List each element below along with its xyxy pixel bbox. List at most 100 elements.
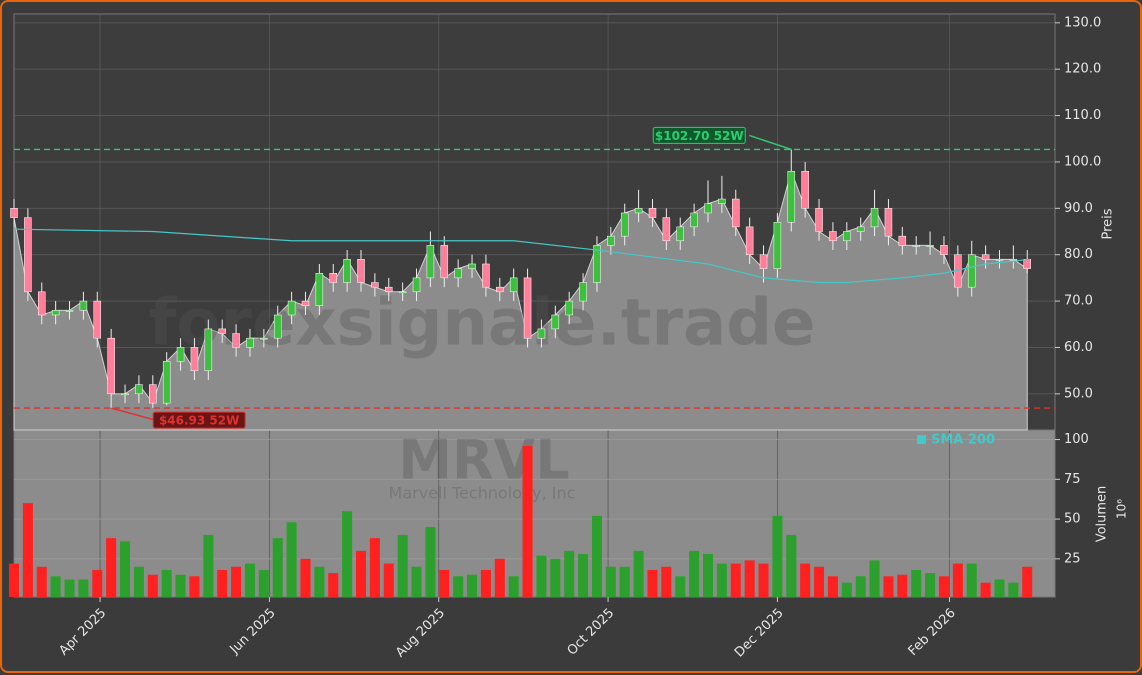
volume-bar [591,515,602,597]
volume-bar [619,566,630,597]
candle-body [815,208,823,232]
volume-bar [605,566,616,597]
x-tick-label: Oct 2025 [565,606,618,659]
candle-body [93,300,102,339]
candle-body [704,203,712,214]
candle-body [357,259,365,283]
volume-bar [78,579,89,597]
sma-line [13,228,1031,284]
candle-body [551,314,560,330]
candle-body [620,212,629,237]
volume-bar [647,569,658,597]
volume-bar [536,555,547,597]
y2-tick-label: 100 [1064,432,1089,447]
y2-tick-label: 75 [1064,472,1081,487]
candle-body [759,254,768,269]
annotation-box [652,126,746,144]
volume-bar [633,550,644,597]
volume-panel [13,429,1056,598]
volume-bar [161,569,172,597]
y-tick-label: 110.0 [1064,108,1101,123]
volume-bar [744,560,755,597]
candle-body [440,245,449,279]
candle-body [468,263,476,269]
volume-bar [467,574,478,597]
volume-bar [911,569,922,597]
x-tick-label: Jun 2025 [227,606,279,658]
volume-bar [578,554,589,597]
volume-bar [494,558,505,597]
volume-bar [508,576,519,597]
candle-body [496,286,504,293]
candle-body [579,282,587,302]
y2-unit: 10⁶ [1115,499,1129,519]
candle-body [426,245,435,279]
volume-bar [189,576,200,597]
candle-body [412,277,421,293]
y-tick-label: 130.0 [1064,15,1101,30]
annotation-label: $102.70 52W [655,129,744,143]
company: Marvell Technology, Inc [389,484,576,503]
candle-body [926,245,934,247]
candle-body [787,170,796,223]
volume-bar [855,576,866,597]
volume-bar [966,563,977,597]
candle-body [718,198,726,204]
volume-bar [772,515,783,597]
y-tick-label: 60.0 [1064,340,1093,355]
candle-body [967,254,976,288]
volume-bar [980,582,991,597]
volume-bar [1022,566,1033,597]
volume-bar [703,554,713,597]
y-tick-label: 100.0 [1064,154,1101,169]
volume-bar [272,538,283,597]
volume-bar [36,566,47,597]
candle-body [315,272,324,306]
volume-bar [689,550,700,597]
candle-body [121,393,129,396]
candle-body [537,328,546,339]
volume-bar [938,576,949,597]
candle-body [149,384,157,404]
candle-body [995,259,1004,261]
candle-body [843,231,851,242]
candle-body [246,337,254,348]
volume-bar [439,569,450,597]
candle-body [135,384,143,395]
legend-label: SMA 200 [931,433,995,448]
volume-bar [133,566,144,597]
candle-body [10,208,18,218]
y-tick-label: 70.0 [1064,294,1093,309]
watermark: forexsignale.trade [149,287,816,361]
volume-bar [522,445,533,597]
x-tick-label: Apr 2025 [57,606,110,659]
candle-body [801,170,809,209]
candle-body [51,310,60,316]
volume-bar [22,503,33,597]
y2-tick-label: 25 [1064,551,1081,566]
candle-body [593,245,601,283]
candle-body [1023,259,1031,269]
volume-bar [952,563,963,597]
volume-bar [814,566,825,597]
symbol: MRVL [398,429,570,492]
volume-bar [827,576,838,597]
volume-bar [550,558,561,597]
volume-bar [411,566,422,597]
volume-bar [356,550,366,597]
volume-bar [661,566,672,597]
candle-body [509,277,518,293]
candle-body [190,347,199,371]
volume-bar [369,538,380,597]
volume-bar [203,534,214,597]
volume-bar [480,569,491,597]
candle-body [162,361,171,404]
candle-body [676,226,684,242]
candle-body [773,221,782,269]
candle-body [38,291,46,316]
volume-bar [175,574,186,597]
volume-bar [869,560,880,597]
volume-bar [147,574,158,597]
candle-body [523,277,532,339]
